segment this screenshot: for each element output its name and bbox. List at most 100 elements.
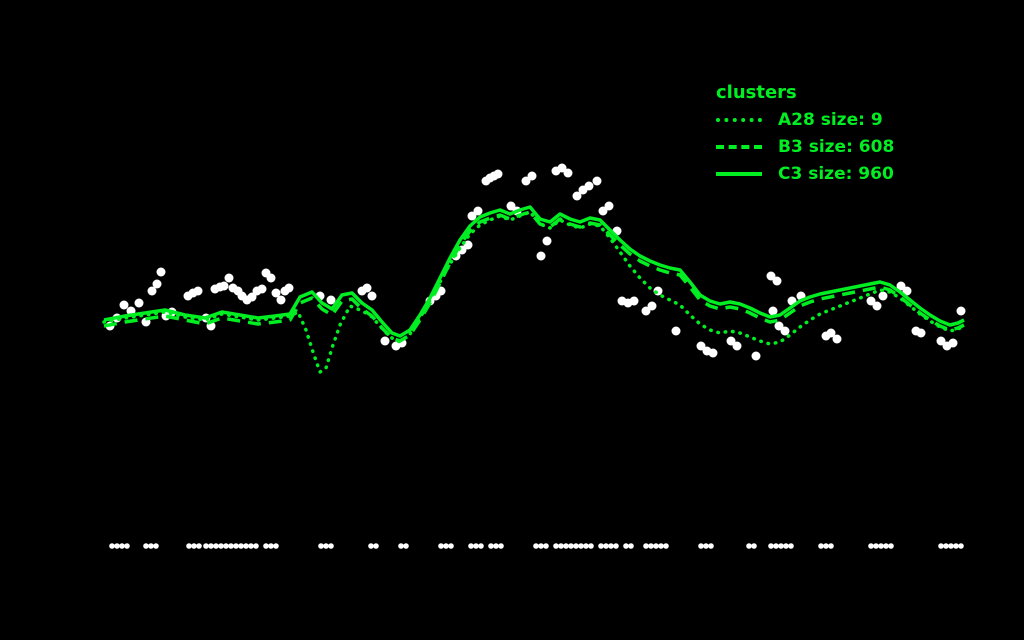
- rug-point: [473, 543, 479, 549]
- data-point: [362, 283, 372, 293]
- rug-point: [203, 543, 209, 549]
- data-point: [247, 292, 257, 302]
- data-point: [572, 191, 582, 201]
- data-point: [463, 240, 473, 250]
- data-point: [774, 321, 784, 331]
- rug-point: [478, 543, 484, 549]
- data-point: [219, 281, 229, 291]
- rug-point: [148, 543, 154, 549]
- rug-point: [773, 543, 779, 549]
- dotted-line-sample: [716, 118, 762, 122]
- rug-point: [628, 543, 634, 549]
- data-point: [766, 271, 776, 281]
- rug-point: [443, 543, 449, 549]
- data-point: [367, 291, 377, 301]
- data-point: [604, 201, 614, 211]
- rug-point: [868, 543, 874, 549]
- rug-point: [213, 543, 219, 549]
- data-point: [557, 163, 567, 173]
- rug-point: [958, 543, 964, 549]
- rug-point: [238, 543, 244, 549]
- rug-point: [493, 543, 499, 549]
- rug-point: [114, 543, 120, 549]
- data-point: [542, 236, 552, 246]
- rug-point: [438, 543, 444, 549]
- legend-title: clusters: [716, 82, 797, 103]
- rug-point: [648, 543, 654, 549]
- data-point: [467, 211, 477, 221]
- solid-line-sample: [716, 172, 762, 176]
- data-point: [916, 328, 926, 338]
- rug-point: [778, 543, 784, 549]
- rug-point: [488, 543, 494, 549]
- rug-point: [653, 543, 659, 549]
- legend-label-c3: C3 size: 960: [778, 164, 894, 184]
- rug-point: [878, 543, 884, 549]
- rug-point: [323, 543, 329, 549]
- data-point: [506, 201, 516, 211]
- data-point: [751, 351, 761, 361]
- rug-point: [498, 543, 504, 549]
- legend: clusters A28 size: 9 B3 size: 608 C3 siz…: [716, 82, 894, 184]
- data-point: [708, 348, 718, 358]
- data-point: [156, 267, 166, 277]
- data-point: [671, 326, 681, 336]
- data-point: [936, 336, 946, 346]
- data-point: [134, 298, 144, 308]
- rug-point: [583, 543, 589, 549]
- data-point: [832, 334, 842, 344]
- data-point: [866, 296, 876, 306]
- data-point: [193, 286, 203, 296]
- rug-point: [883, 543, 889, 549]
- rug-point: [788, 543, 794, 549]
- rug-point: [228, 543, 234, 549]
- rug-point: [208, 543, 214, 549]
- data-point: [768, 306, 778, 316]
- rug-point: [253, 543, 259, 549]
- rug-point: [263, 543, 269, 549]
- data-point: [956, 306, 966, 316]
- rug-point: [191, 543, 197, 549]
- rug-point: [568, 543, 574, 549]
- legend-label-b3: B3 size: 608: [778, 137, 895, 157]
- data-point: [266, 273, 276, 283]
- rug-point: [119, 543, 125, 549]
- rug-point: [448, 543, 454, 549]
- data-point: [224, 273, 234, 283]
- rug-point: [563, 543, 569, 549]
- rug-point: [873, 543, 879, 549]
- data-point: [284, 283, 294, 293]
- rug-point: [943, 543, 949, 549]
- cluster-line-c3: [103, 205, 965, 338]
- rug-point: [608, 543, 614, 549]
- data-point: [473, 206, 483, 216]
- data-point: [641, 306, 651, 316]
- rug-point: [468, 543, 474, 549]
- legend-entry-b3: B3 size: 608: [716, 137, 894, 157]
- rug-point: [248, 543, 254, 549]
- rug-point: [403, 543, 409, 549]
- rug-point: [398, 543, 404, 549]
- rug-point: [109, 543, 115, 549]
- data-point: [276, 295, 286, 305]
- rug-point: [953, 543, 959, 549]
- rug-point: [573, 543, 579, 549]
- data-point: [271, 288, 281, 298]
- data-point: [521, 176, 531, 186]
- data-point: [629, 296, 639, 306]
- rug-point: [533, 543, 539, 549]
- rug-point: [938, 543, 944, 549]
- rug-point: [708, 543, 714, 549]
- rug-point: [603, 543, 609, 549]
- data-point: [772, 276, 782, 286]
- rug-point: [558, 543, 564, 549]
- legend-label-a28: A28 size: 9: [778, 110, 883, 130]
- rug-point: [768, 543, 774, 549]
- data-point: [380, 336, 390, 346]
- rug-point: [746, 543, 752, 549]
- data-point: [732, 341, 742, 351]
- rug-point: [373, 543, 379, 549]
- rug-point: [273, 543, 279, 549]
